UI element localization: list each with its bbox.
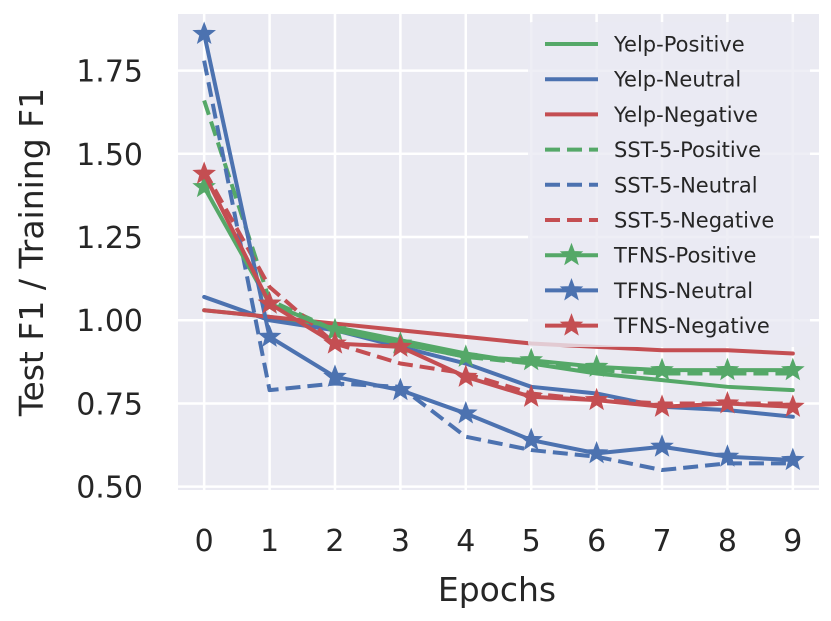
data-point-tfns-positive — [650, 357, 674, 381]
x-tick-label: 0 — [195, 524, 214, 559]
data-point-tfns-negative — [323, 331, 347, 354]
x-tick-label: 9 — [783, 524, 802, 559]
y-tick-label: 1.25 — [76, 221, 143, 256]
data-point-tfns-negative — [519, 384, 544, 407]
x-tick-label: 8 — [718, 524, 737, 559]
x-tick-label: 7 — [652, 524, 671, 559]
x-tick-label: 1 — [260, 524, 279, 559]
series-tfns-neutral — [192, 21, 805, 471]
data-point-tfns-neutral — [388, 377, 413, 401]
data-point-tfns-negative — [192, 161, 216, 184]
series-line-tfns-neutral — [202, 31, 795, 463]
legend-label: SST-5-Negative — [614, 209, 774, 233]
legend-item-yelp-positive: Yelp-Positive — [545, 33, 745, 57]
legend: Yelp-Positive Yelp-Neutral Yelp-Negative SS… — [528, 22, 810, 347]
legend-label: SST-5-Positive — [614, 138, 761, 162]
data-point-tfns-neutral — [584, 440, 609, 464]
data-point-tfns-positive — [453, 344, 478, 367]
data-point-tfns-negative — [781, 394, 805, 417]
legend-label: SST-5-Neutral — [614, 173, 758, 197]
x-tick-label: 4 — [456, 524, 475, 559]
legend-item-tfns-negative: TFNS-Negative — [545, 313, 770, 338]
legend-label: TFNS-Negative — [613, 314, 770, 338]
x-axis-title: Epochs — [438, 570, 556, 609]
legend-label: TFNS-Positive — [613, 244, 756, 268]
y-tick-labels: 0.50 0.75 1.00 1.25 1.50 1.75 — [76, 55, 143, 506]
legend-box — [528, 22, 810, 347]
legend-marker — [559, 242, 584, 266]
legend-label: Yelp-Negative — [613, 103, 758, 127]
y-tick-label: 0.75 — [76, 387, 143, 422]
x-tick-label: 2 — [325, 524, 344, 559]
legend-item-tfns-positive: TFNS-Positive — [545, 242, 756, 268]
data-point-tfns-neutral — [650, 434, 674, 457]
data-point-tfns-negative — [453, 364, 478, 387]
data-point-tfns-negative — [584, 387, 609, 411]
data-point-tfns-negative — [715, 391, 740, 414]
data-point-tfns-negative — [257, 291, 282, 314]
series-sst-5-neutral — [202, 60, 793, 473]
y-tick-label: 1.00 — [76, 304, 143, 339]
data-point-tfns-negative — [650, 394, 674, 417]
data-point-tfns-positive — [519, 347, 544, 371]
legend-marker — [559, 277, 584, 301]
legend-item-tfns-neutral: TFNS-Neutral — [545, 277, 753, 303]
legend-label: Yelp-Neutral — [613, 68, 741, 92]
legend-item-sst-5-neutral: SST-5-Neutral — [545, 173, 758, 197]
series-line-tfns-negative — [202, 171, 795, 409]
y-axis-title: Test F1 / Training F1 — [12, 88, 51, 417]
data-point-tfns-neutral — [192, 21, 216, 45]
data-point-tfns-positive — [192, 174, 216, 198]
x-tick-label: 3 — [391, 524, 410, 559]
legend-marker — [559, 313, 584, 336]
legend-label: Yelp-Positive — [613, 33, 745, 57]
legend-item-sst-5-positive: SST-5-Positive — [545, 138, 761, 162]
data-point-tfns-neutral — [519, 427, 544, 451]
x-tick-label: 5 — [522, 524, 541, 559]
data-point-tfns-neutral — [257, 324, 282, 347]
series-line-yelp-negative — [202, 308, 795, 356]
x-tick-labels: 0 1 2 3 4 5 6 7 8 9 — [195, 524, 803, 559]
data-point-tfns-positive — [781, 357, 805, 381]
series-yelp-negative — [202, 308, 795, 356]
data-point-tfns-positive — [715, 357, 740, 381]
y-tick-label: 0.50 — [76, 471, 143, 506]
y-tick-label: 1.75 — [76, 55, 143, 90]
legend-item-yelp-negative: Yelp-Negative — [545, 103, 758, 127]
legend-item-yelp-neutral: Yelp-Neutral — [545, 68, 741, 92]
series-line-sst-5-neutral — [202, 60, 793, 473]
y-tick-label: 1.50 — [76, 138, 143, 173]
legend-item-sst-5-negative: SST-5-Negative — [545, 209, 774, 233]
x-tick-label: 6 — [587, 524, 606, 559]
legend-label: TFNS-Neutral — [613, 279, 753, 303]
data-point-tfns-negative — [388, 334, 413, 357]
data-point-tfns-neutral — [323, 364, 347, 387]
data-point-tfns-positive — [584, 354, 609, 377]
data-point-tfns-neutral — [453, 401, 478, 424]
data-point-tfns-neutral — [715, 444, 740, 467]
series-layer — [192, 21, 805, 473]
data-point-tfns-neutral — [781, 447, 805, 471]
series-tfns-negative — [192, 161, 805, 417]
series-line-tfns-positive — [202, 185, 795, 373]
